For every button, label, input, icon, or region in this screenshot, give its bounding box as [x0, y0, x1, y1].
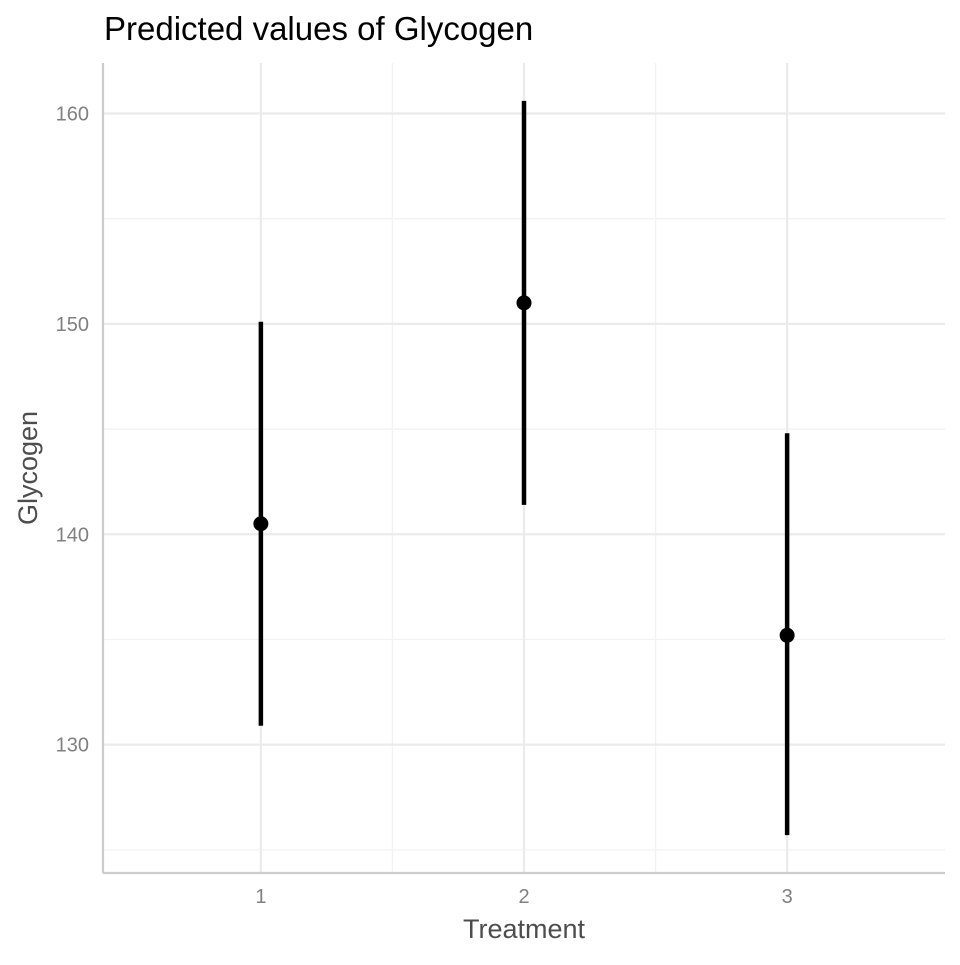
- x-axis-title: Treatment: [463, 914, 586, 944]
- text-layer: Predicted values of Glycogen Treatment G…: [13, 10, 793, 944]
- x-tick-label: 3: [782, 886, 793, 908]
- x-tick-label: 2: [518, 886, 529, 908]
- axis-layer: [101, 63, 945, 875]
- x-tick-label: 1: [255, 886, 266, 908]
- y-tick-label: 140: [56, 524, 89, 546]
- y-tick-label: 160: [56, 103, 89, 125]
- marks-layer: [253, 100, 795, 836]
- y-tick-label: 150: [56, 314, 89, 336]
- chart-title: Predicted values of Glycogen: [104, 10, 533, 47]
- y-axis-title: Glycogen: [13, 411, 43, 525]
- data-point: [516, 295, 532, 311]
- data-point: [779, 627, 795, 643]
- y-tick-label: 130: [56, 735, 89, 757]
- data-point: [253, 516, 269, 532]
